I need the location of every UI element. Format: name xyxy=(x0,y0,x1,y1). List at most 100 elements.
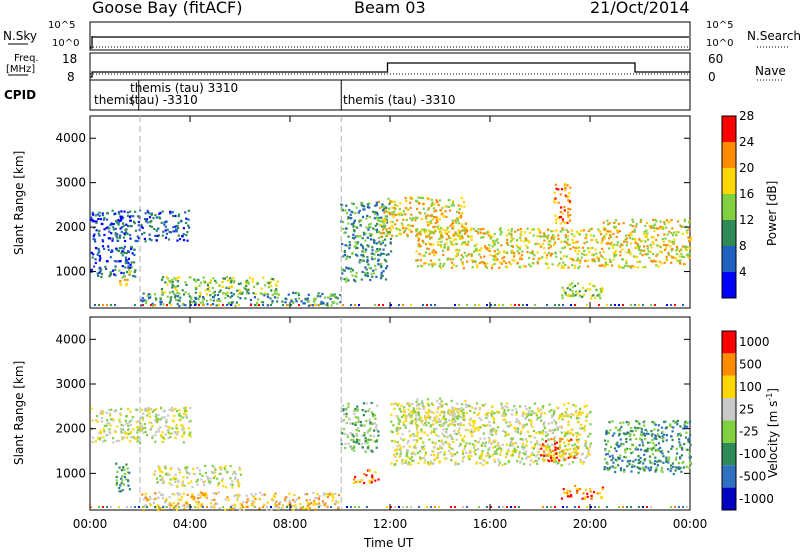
power-data-cell xyxy=(634,239,637,242)
power-data-cell xyxy=(415,228,418,231)
power-data-cell xyxy=(586,259,589,262)
velocity-data-cell xyxy=(490,410,494,413)
velocity-data-cell xyxy=(630,426,633,430)
power-data-cell xyxy=(567,216,570,219)
velocity-data-cell xyxy=(464,399,467,402)
power-data-cell xyxy=(393,206,396,209)
velocity-data-cell xyxy=(351,422,354,425)
power-data-cell xyxy=(129,224,132,228)
velocity-data-cell xyxy=(667,450,670,453)
power-data-cell xyxy=(543,233,546,236)
power-data-cell xyxy=(195,297,198,300)
power-data-cell xyxy=(93,238,97,241)
velocity-data-cell xyxy=(180,424,183,427)
power-data-cell xyxy=(439,262,442,265)
power-data-cell xyxy=(447,198,450,202)
velocity-data-cell xyxy=(530,413,533,416)
velocity-data-cell xyxy=(658,450,661,453)
power-colorbar-tick-label: 24 xyxy=(739,135,754,149)
velocity-data-cell xyxy=(167,503,170,506)
power-data-cell xyxy=(390,224,394,227)
velocity-data-cell xyxy=(495,452,498,455)
power-data-cell xyxy=(262,276,265,279)
power-data-cell xyxy=(554,197,557,200)
velocity-data-cell xyxy=(689,462,692,465)
velocity-data-cell xyxy=(127,424,130,427)
velocity-data-cell xyxy=(164,464,167,468)
velocity-data-cell xyxy=(123,436,126,439)
velocity-data-cell xyxy=(473,444,476,447)
power-data-cell xyxy=(493,233,496,236)
velocity-data-cell xyxy=(510,438,513,442)
velocity-data-cell xyxy=(91,441,94,444)
power-data-cell xyxy=(528,240,531,244)
velocity-data-cell xyxy=(490,414,493,417)
velocity-data-cell xyxy=(402,410,406,414)
velocity-data-cell xyxy=(524,405,527,408)
power-data-cell xyxy=(451,227,454,230)
velocity-data-cell xyxy=(562,449,565,452)
velocity-data-cell xyxy=(679,434,682,437)
velocity-data-cell xyxy=(167,425,170,429)
velocity-data-cell xyxy=(120,431,123,434)
power-data-cell xyxy=(463,232,467,235)
velocity-data-cell xyxy=(432,403,435,406)
power-data-cell xyxy=(364,273,368,277)
power-data-cell xyxy=(120,246,123,249)
power-data-cell xyxy=(574,241,577,244)
velocity-data-cell xyxy=(424,453,427,456)
power-data-cell xyxy=(650,246,653,249)
power-region xyxy=(90,209,191,243)
velocity-data-cell xyxy=(407,463,410,466)
velocity-data-cell xyxy=(539,416,542,419)
velocity-data-cell xyxy=(217,482,220,485)
power-data-cell xyxy=(187,224,190,227)
power-data-cell xyxy=(455,254,459,257)
power-data-cell xyxy=(447,230,450,233)
power-data-cell xyxy=(664,244,667,247)
velocity-data-cell xyxy=(462,506,464,508)
velocity-data-cell xyxy=(575,431,578,435)
velocity-data-cell xyxy=(134,408,137,411)
velocity-data-cell xyxy=(149,415,152,418)
power-data-cell xyxy=(161,292,164,295)
velocity-data-cell xyxy=(589,423,592,426)
power-data-cell xyxy=(543,251,546,254)
velocity-data-cell xyxy=(154,440,157,443)
velocity-data-cell xyxy=(214,502,217,505)
power-data-cell xyxy=(569,288,572,291)
velocity-data-cell xyxy=(547,459,550,463)
power-data-cell xyxy=(347,216,350,219)
power-data-cell xyxy=(382,220,385,224)
power-data-cell xyxy=(154,234,157,237)
velocity-data-cell xyxy=(487,441,490,444)
power-data-cell xyxy=(93,233,96,236)
power-data-cell xyxy=(490,267,493,270)
power-data-cell xyxy=(251,278,254,281)
velocity-data-cell xyxy=(416,407,419,410)
power-data-cell xyxy=(610,304,612,306)
velocity-data-cell xyxy=(583,497,586,501)
power-data-cell xyxy=(549,254,552,257)
velocity-data-cell xyxy=(185,468,188,471)
power-data-cell xyxy=(184,281,187,284)
power-data-cell xyxy=(226,276,229,279)
velocity-data-cell xyxy=(213,471,216,474)
velocity-colorbar-segment xyxy=(722,465,736,488)
power-data-cell xyxy=(614,226,617,229)
velocity-data-cell xyxy=(358,439,361,442)
velocity-data-cell xyxy=(664,420,667,423)
power-data-cell xyxy=(426,208,430,211)
velocity-data-cell xyxy=(432,419,435,423)
velocity-data-cell xyxy=(480,418,483,421)
velocity-data-cell xyxy=(284,500,287,503)
velocity-data-cell xyxy=(656,433,659,436)
power-data-cell xyxy=(487,230,490,234)
velocity-data-cell xyxy=(585,488,588,491)
velocity-data-cell xyxy=(513,447,516,450)
power-data-cell xyxy=(375,275,378,278)
velocity-data-cell xyxy=(106,421,109,424)
power-data-cell xyxy=(388,233,391,236)
power-data-cell xyxy=(216,293,219,297)
velocity-data-cell xyxy=(481,450,484,453)
